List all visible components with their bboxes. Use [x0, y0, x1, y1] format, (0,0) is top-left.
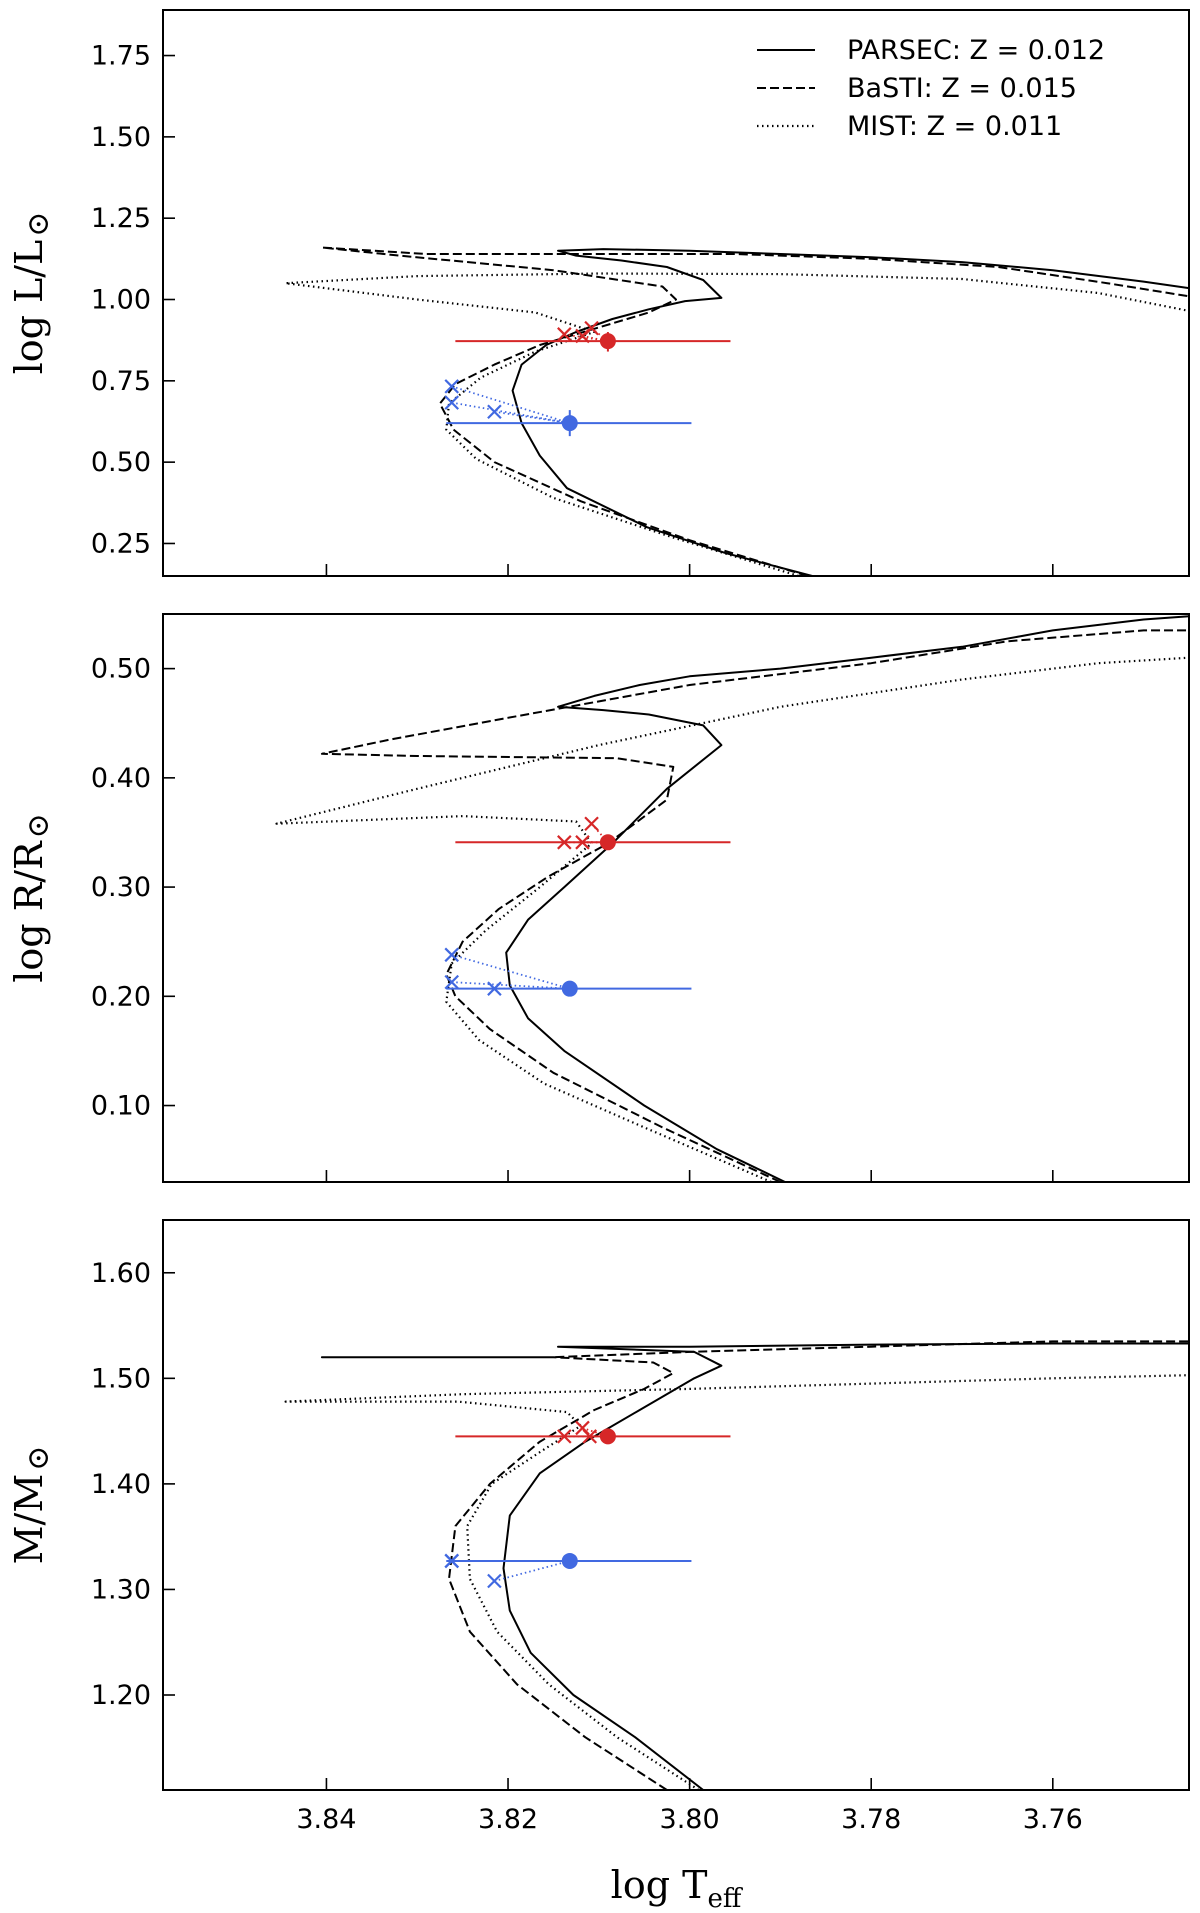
model-fit-x-marker	[444, 947, 460, 963]
series-dashed-line	[320, 1340, 1189, 1790]
x-tick-label: 3.76	[1023, 1804, 1083, 1835]
observed-point	[599, 1428, 616, 1445]
x-axis-label: log Teff	[611, 1863, 744, 1913]
model-fit-x-marker	[444, 974, 460, 990]
model-fit-x-marker	[582, 1429, 598, 1444]
series-dotted-line	[275, 656, 1189, 1182]
y-tick-label: 1.75	[91, 41, 151, 72]
legend-label: MIST: Z = 0.011	[847, 111, 1062, 142]
x-tick-label: 3.78	[841, 1804, 901, 1835]
series-dashed-line	[320, 629, 1189, 1182]
y-tick-label: 1.40	[91, 1469, 151, 1500]
x-axis-label-sub: eff	[707, 1884, 743, 1913]
fit-connector	[590, 327, 609, 342]
fit-connector	[451, 401, 570, 425]
fit-connector	[451, 953, 571, 990]
series-solid-line	[505, 615, 1189, 1182]
legend-label: PARSEC: Z = 0.012	[847, 35, 1105, 66]
model-fit-x-marker	[557, 327, 572, 342]
legend-label: BaSTI: Z = 0.015	[847, 73, 1077, 104]
y-tick-label: 1.00	[91, 285, 151, 316]
y-tick-label: 1.30	[91, 1574, 151, 1605]
x-tick-label: 3.82	[478, 1804, 538, 1835]
series-solid-line	[502, 1342, 1189, 1790]
y-axis-label-sun: ⊙	[21, 1446, 56, 1471]
x-axis-label-main: log T	[611, 1863, 708, 1907]
series-dotted-line	[284, 1374, 1189, 1790]
y-axis-label-sun: ⊙	[21, 212, 56, 237]
y-tick-label: 1.60	[91, 1258, 151, 1289]
panel-1: 0.10 0.20 0.30 0.40 0.50 log R/R⊙	[7, 613, 1190, 1183]
y-axis-label: M/M ⊙	[7, 1446, 56, 1565]
y-tick-label: 0.75	[91, 366, 151, 397]
y-tick-label: 0.50	[91, 654, 151, 685]
model-fit-x-marker	[575, 328, 590, 344]
series-dotted-line	[284, 272, 1189, 576]
panel-1-frame	[162, 613, 1190, 1183]
y-tick-label: 1.50	[91, 122, 151, 153]
model-fit-x-marker	[557, 835, 572, 850]
fit-connector	[451, 385, 571, 424]
panel-0-markers	[444, 320, 731, 437]
y-axis-label-sun: ⊙	[21, 813, 56, 838]
y-axis-label-main: log R/R	[7, 840, 51, 983]
y-axis-label: log R/R⊙	[7, 813, 56, 983]
model-fit-x-marker	[487, 1573, 502, 1589]
observed-point	[599, 834, 616, 851]
y-tick-label: 0.50	[91, 447, 151, 478]
model-fit-x-marker	[444, 395, 460, 410]
y-tick-label: 0.25	[91, 528, 151, 559]
panel-1-curves	[275, 615, 1189, 1182]
model-fit-x-marker	[575, 835, 590, 850]
y-axis-label-main: M/M	[7, 1474, 51, 1565]
panel-0: 0.25 0.50 0.75 1.00 1.25 1.50 1.75 log L/L ⊙	[7, 9, 1190, 577]
y-tick-label: 0.30	[91, 872, 151, 903]
model-fit-x-marker	[557, 1429, 572, 1444]
series-dashed-line	[320, 246, 1189, 576]
panel-2-curves	[284, 1340, 1189, 1790]
y-tick-label: 1.50	[91, 1363, 151, 1394]
fit-connector	[494, 410, 570, 425]
panel-0-curves	[284, 246, 1189, 576]
panel-2-markers	[444, 1420, 731, 1589]
y-tick-label: 1.20	[91, 1680, 151, 1711]
model-fit-x-marker	[584, 816, 599, 832]
fit-connector	[451, 981, 570, 990]
y-tick-label: 0.20	[91, 981, 151, 1012]
y-tick-label: 0.10	[91, 1091, 151, 1122]
observed-point	[561, 980, 578, 997]
legend: PARSEC: Z = 0.012 BaSTI: Z = 0.015 MIST: Z…	[757, 35, 1105, 142]
model-fit-x-marker	[444, 379, 460, 394]
model-fit-x-marker	[487, 981, 502, 996]
y-axis-label-main: log L/L	[7, 240, 51, 375]
observed-point	[561, 1552, 578, 1569]
y-tick-label: 1.25	[91, 203, 151, 234]
x-tick-label: 3.80	[660, 1804, 720, 1835]
observed-point	[561, 415, 578, 432]
y-axis-label: log L/L ⊙	[7, 212, 56, 375]
x-tick-label: 3.84	[296, 1804, 356, 1835]
panel-0-frame	[162, 9, 1190, 577]
series-solid-line	[511, 248, 1189, 576]
panel-2: 3.84 3.82 3.80 3.78 3.76 1.20 1.30 1.40 1.50 1.60…	[7, 1219, 1190, 1835]
panel-1-markers	[444, 816, 731, 997]
observed-point	[599, 333, 616, 350]
y-tick-label: 0.40	[91, 763, 151, 794]
model-fit-x-marker	[444, 1553, 460, 1569]
model-fit-x-marker	[487, 404, 502, 420]
panel-2-frame	[162, 1219, 1190, 1791]
